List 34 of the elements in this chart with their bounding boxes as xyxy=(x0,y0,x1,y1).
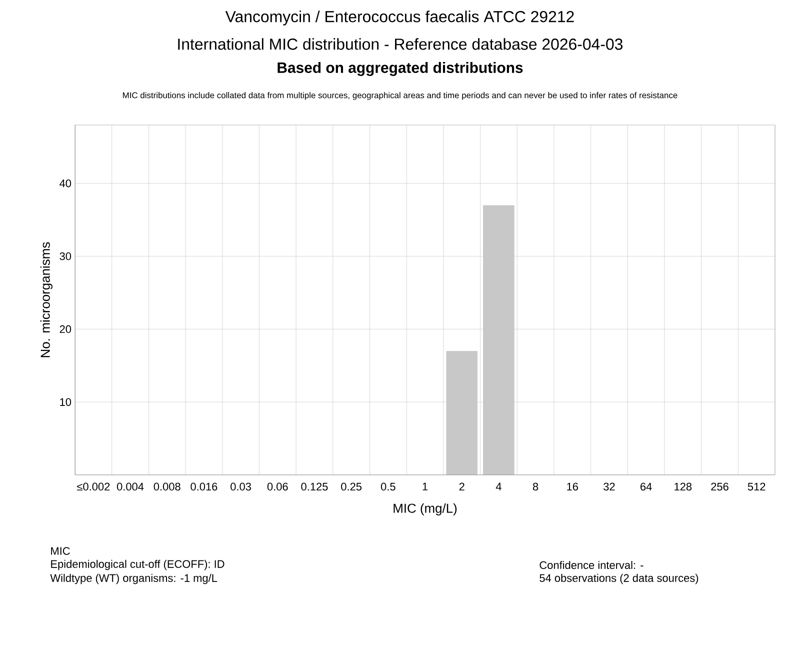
text: Based on aggregated distributions xyxy=(278,62,523,76)
y-tick-label: 30 xyxy=(60,252,72,260)
text: Confidence interval: - xyxy=(540,560,644,570)
text: Wildtype (WT) organisms: -1 mg/L xyxy=(50,574,218,584)
x-tick-label: 0.5 xyxy=(380,482,396,491)
x-tick-label: 0.06 xyxy=(267,482,288,491)
x-tick-label: 0.016 xyxy=(190,482,218,491)
x-tick-label: ≤0.002 xyxy=(77,482,110,491)
chart-title: Vancomycin / Enterococcus faecalis ATCC 29212 xyxy=(225,10,574,26)
x-tick-label: 8 xyxy=(532,482,538,491)
y-tick-label: 40 xyxy=(60,179,72,188)
y-axis-title: No. microorganisms xyxy=(40,242,52,358)
x-tick-label: 1 xyxy=(422,482,428,490)
x-tick-label: 0.004 xyxy=(116,482,144,491)
y-tick-label: 10 xyxy=(60,398,72,406)
x-tick-label: 128 xyxy=(674,482,692,491)
x-tick-label: 16 xyxy=(567,482,578,491)
x-tick-label: 0.25 xyxy=(341,482,362,491)
x-tick-label: 256 xyxy=(711,482,728,491)
text: MIC xyxy=(51,547,70,555)
y-tick-label: 20 xyxy=(60,325,72,334)
x-tick-label: 2 xyxy=(459,482,464,490)
x-tick-label: 0.008 xyxy=(154,482,180,491)
x-tick-label: 32 xyxy=(604,482,615,491)
x-tick-label: 64 xyxy=(640,482,652,491)
x-tick-label: 0.125 xyxy=(301,482,328,491)
x-tick-label: 512 xyxy=(748,482,766,491)
text: Epidemiological cut-off (ECOFF): ID xyxy=(51,560,224,570)
text: MIC distributions include collated data from multiple sources, geographical areas and time periods and can never be used to infer rates of resistance xyxy=(122,92,678,100)
x-tick-label: 0.03 xyxy=(230,482,251,491)
chart-subtitle: International MIC distribution - Reference database 2026-04-03 xyxy=(178,38,622,50)
x-axis-title: MIC (mg/L) xyxy=(394,503,457,516)
x-tick-label: 4 xyxy=(496,482,502,490)
text: 54 observations (2 data sources) xyxy=(540,574,698,584)
